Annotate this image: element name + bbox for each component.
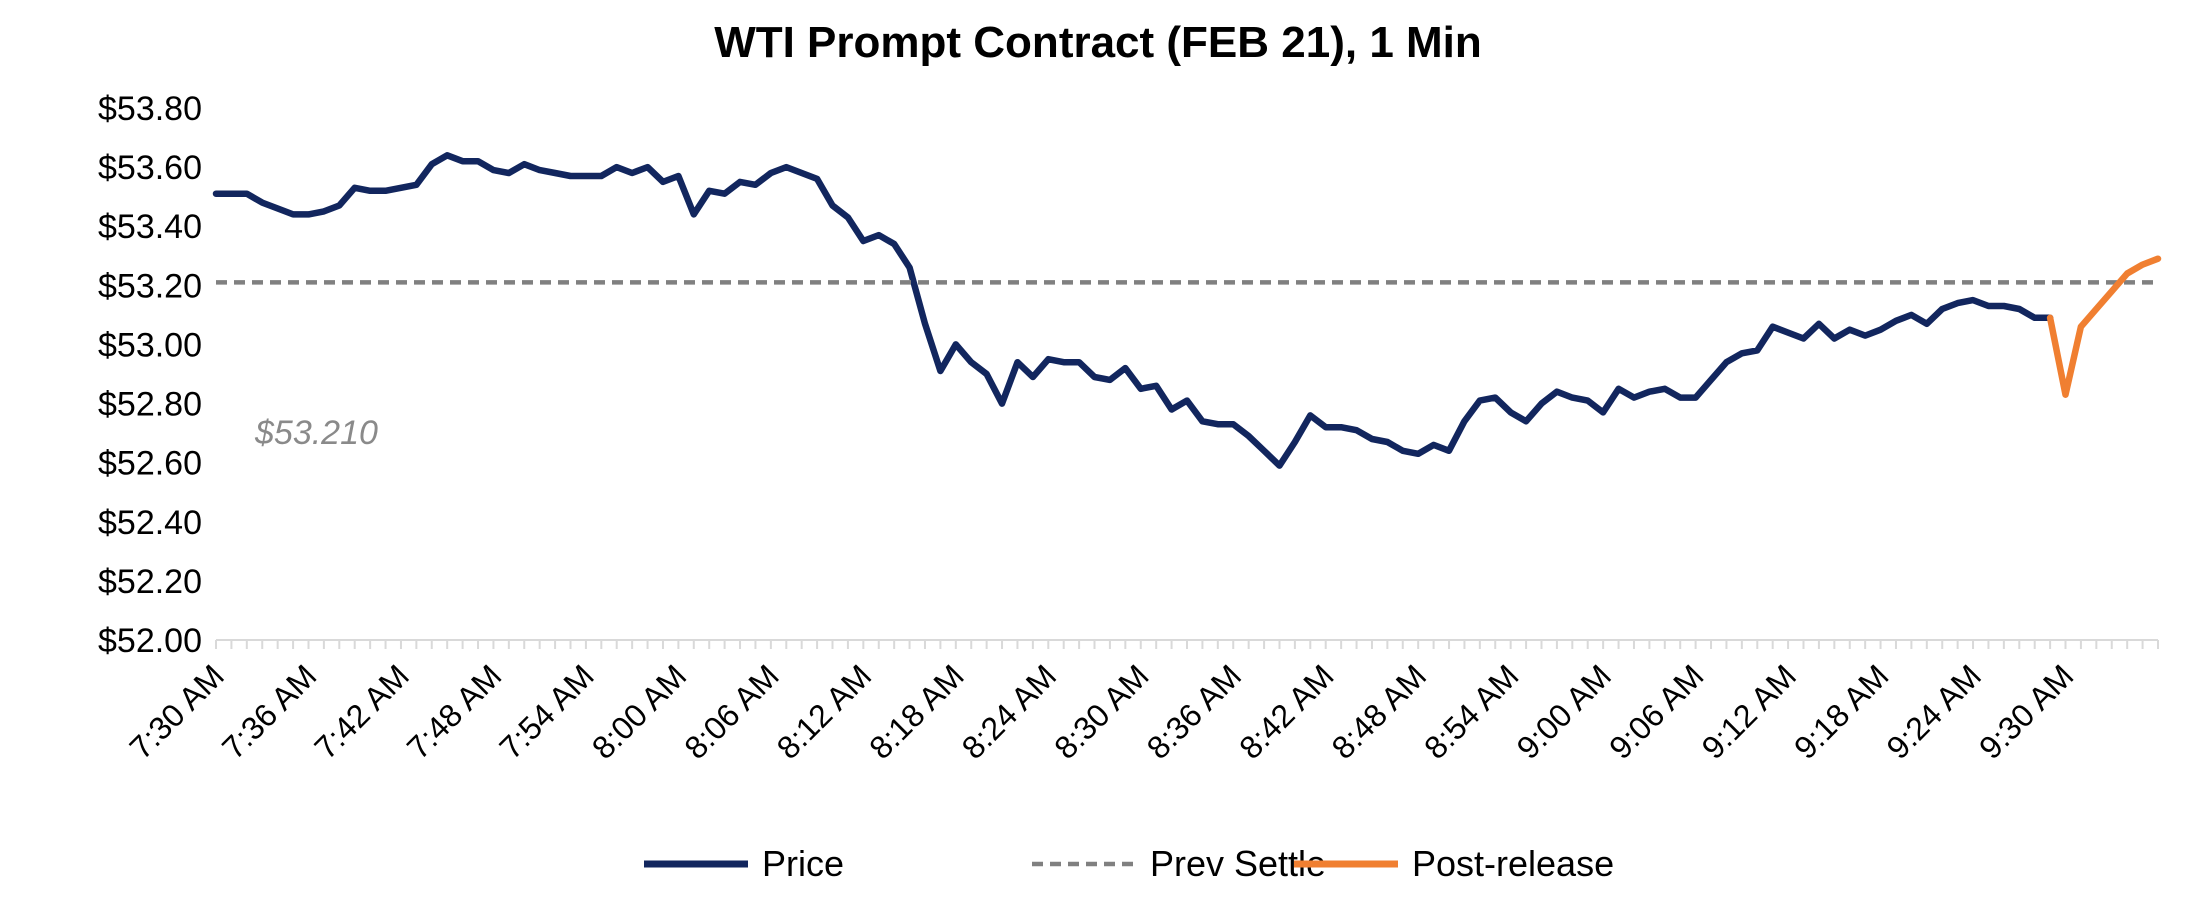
post-release-line xyxy=(2046,255,2162,398)
x-tick-label: 9:30 AM xyxy=(1972,657,2080,765)
x-tick-label: 7:30 AM xyxy=(122,657,230,765)
x-tick-label: 8:48 AM xyxy=(1325,657,1433,765)
y-axis: $52.00 $52.20 $52.40 $52.60 $52.80 $53.00 $53.… xyxy=(98,90,202,660)
x-tick-label: 9:00 AM xyxy=(1510,657,1618,765)
plot-area xyxy=(212,152,2162,469)
y-tick-label: $53.80 xyxy=(98,90,202,128)
x-tick-label: 8:30 AM xyxy=(1047,657,1155,765)
y-tick-label: $52.20 xyxy=(98,563,202,601)
x-tick-label: 7:54 AM xyxy=(492,657,600,765)
x-tick-label: 9:18 AM xyxy=(1787,657,1895,765)
legend: Price Prev Settle Post-release xyxy=(644,843,1614,884)
y-tick-label: $53.40 xyxy=(98,208,202,246)
y-tick-label: $52.00 xyxy=(98,622,202,660)
x-axis: 7:30 AM7:36 AM7:42 AM7:48 AM7:54 AM8:00 … xyxy=(122,639,2159,766)
legend-label-price: Price xyxy=(762,843,844,884)
chart-title: WTI Prompt Contract (FEB 21), 1 Min xyxy=(714,18,1482,67)
y-tick-label: $53.20 xyxy=(98,267,202,305)
x-tick-label: 8:36 AM xyxy=(1140,657,1248,765)
x-tick-label: 8:42 AM xyxy=(1232,657,1340,765)
y-tick-label: $53.60 xyxy=(98,149,202,187)
x-tick-label: 8:18 AM xyxy=(862,657,970,765)
price-line xyxy=(212,152,2054,469)
x-tick-label: 7:36 AM xyxy=(215,657,323,765)
x-tick-label: 8:12 AM xyxy=(770,657,878,765)
x-tick-label: 8:00 AM xyxy=(585,657,693,765)
x-tick-label: 9:12 AM xyxy=(1695,657,1803,765)
x-tick-label: 7:48 AM xyxy=(400,657,508,765)
x-tick-label: 9:06 AM xyxy=(1602,657,1710,765)
prev-settle-annotation: $53.210 xyxy=(254,414,378,452)
x-tick-label: 9:24 AM xyxy=(1880,657,1988,765)
x-tick-label: 7:42 AM xyxy=(307,657,415,765)
y-tick-label: $52.40 xyxy=(98,504,202,542)
y-tick-label: $52.80 xyxy=(98,386,202,424)
x-tick-label: 8:54 AM xyxy=(1417,657,1525,765)
legend-label-post-release: Post-release xyxy=(1412,843,1614,884)
y-tick-label: $53.00 xyxy=(98,326,202,364)
y-tick-label: $52.60 xyxy=(98,445,202,483)
x-tick-label: 8:06 AM xyxy=(677,657,785,765)
x-tick-label: 8:24 AM xyxy=(955,657,1063,765)
